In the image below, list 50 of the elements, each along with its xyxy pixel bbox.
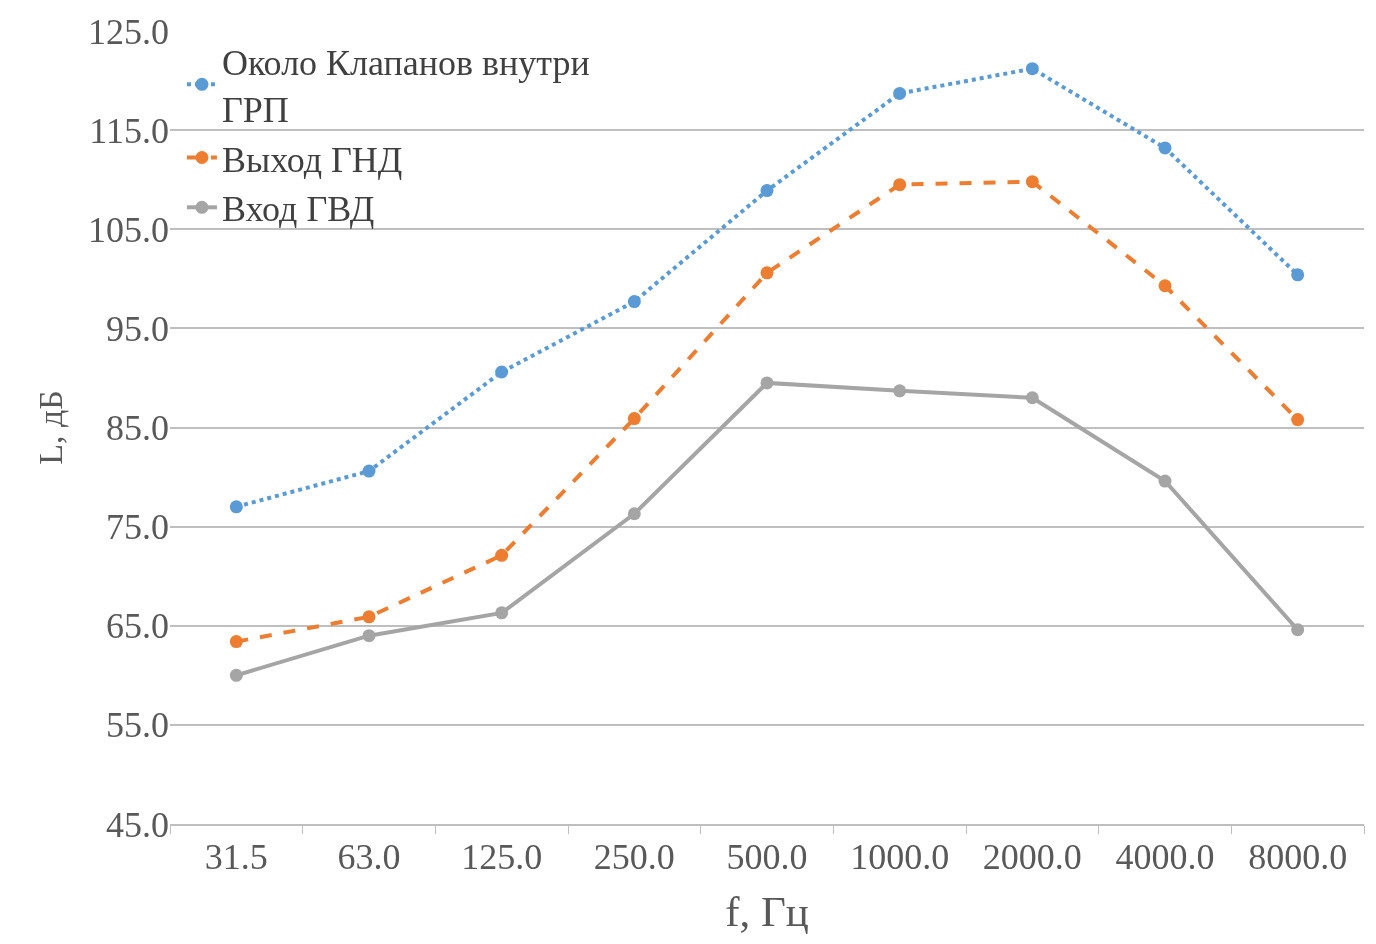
point — [495, 548, 509, 562]
point — [362, 610, 376, 624]
point — [229, 668, 243, 682]
x-axis-title: f, Гц — [725, 888, 809, 936]
x-tick-label: 1000.0 — [850, 837, 950, 878]
point — [362, 464, 376, 478]
y-axis-title: L, дБ — [31, 390, 69, 465]
point — [362, 629, 376, 643]
y-tick-label: 55.0 — [106, 705, 169, 746]
x-tick-label: 8000.0 — [1248, 837, 1348, 878]
point — [893, 178, 907, 192]
point — [495, 365, 509, 379]
point — [1158, 474, 1172, 488]
point — [1291, 413, 1305, 427]
point — [627, 507, 641, 521]
y-tick-label: 85.0 — [106, 408, 169, 449]
x-tick-label: 250.0 — [593, 837, 675, 878]
x-tick-label: 31.5 — [204, 837, 268, 878]
point — [1025, 391, 1039, 405]
y-tick-label: 65.0 — [106, 606, 169, 647]
point — [627, 295, 641, 309]
point — [893, 384, 907, 398]
point — [1291, 623, 1305, 637]
y-tick-label: 75.0 — [106, 507, 169, 548]
point — [1025, 62, 1039, 76]
y-tick-label: 95.0 — [106, 308, 169, 349]
point — [1025, 175, 1039, 189]
legend-label: Вход ГВД — [221, 189, 375, 230]
y-tick-label: 125.0 — [88, 11, 169, 52]
point — [760, 184, 774, 198]
y-tick-label: 105.0 — [88, 209, 169, 250]
point — [627, 412, 641, 426]
point — [760, 266, 774, 280]
point — [1158, 279, 1172, 293]
x-tick-label: 500.0 — [726, 837, 808, 878]
x-tick-label: 4000.0 — [1115, 837, 1215, 878]
point — [1291, 268, 1305, 282]
point — [495, 606, 509, 620]
point — [760, 376, 774, 390]
legend-label: Выход ГНД — [221, 139, 403, 180]
legend-label: Около Клапанов внутри ГРП — [221, 42, 590, 130]
y-tick-label: 115.0 — [89, 110, 169, 151]
point — [1158, 141, 1172, 155]
x-tick-label: 63.0 — [337, 837, 401, 878]
point — [893, 86, 907, 100]
x-tick-label: 2000.0 — [982, 837, 1082, 878]
y-tick-label: 45.0 — [106, 804, 169, 845]
point — [229, 500, 243, 514]
x-tick-label: 125.0 — [461, 837, 543, 878]
point — [229, 635, 243, 649]
